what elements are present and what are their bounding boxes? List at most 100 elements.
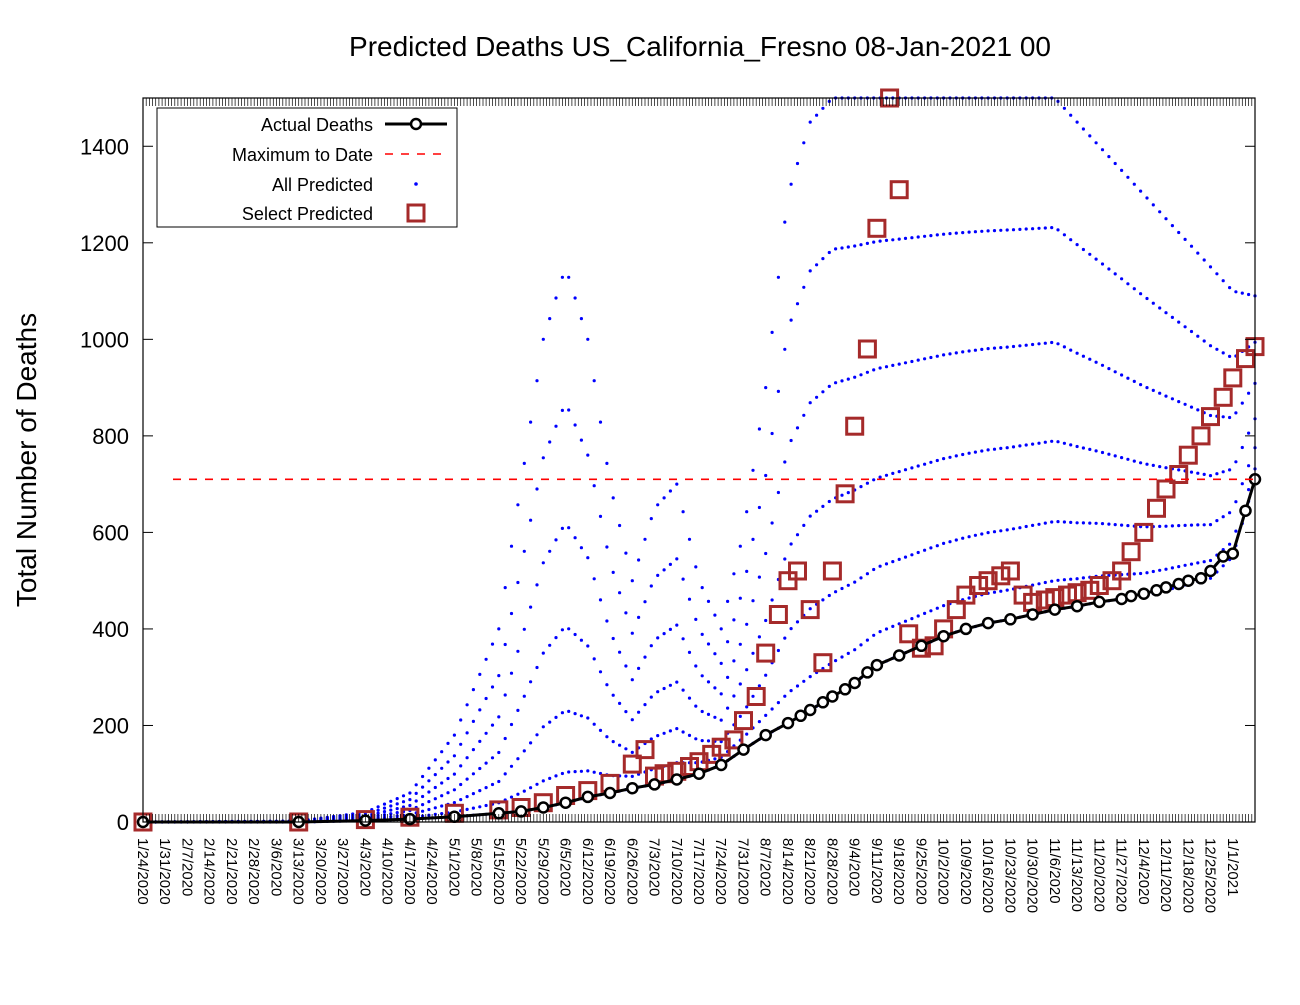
all-predicted-point — [1100, 363, 1105, 367]
all-predicted-point — [878, 630, 882, 634]
all-predicted-point — [529, 518, 533, 522]
x-tick-label: 9/4/2020 — [846, 838, 863, 896]
all-predicted-point — [516, 792, 520, 796]
all-predicted-point — [783, 220, 787, 224]
all-predicted-point — [1145, 296, 1149, 301]
x-tick-label: 5/22/2020 — [512, 838, 529, 905]
all-predicted-point — [611, 570, 615, 575]
all-predicted-point — [1247, 488, 1251, 492]
all-predicted-point — [1215, 272, 1219, 276]
actual-deaths-point — [759, 728, 772, 742]
all-predicted-point — [1081, 247, 1085, 252]
all-predicted-point — [630, 678, 634, 682]
x-tick-label: 11/20/2020 — [1090, 838, 1107, 912]
all-predicted-point — [382, 806, 387, 810]
actual-deaths-point — [1182, 574, 1195, 587]
all-predicted-point — [497, 715, 501, 719]
all-predicted-point — [1081, 127, 1085, 131]
all-predicted-point — [643, 600, 647, 604]
all-predicted-point — [878, 239, 882, 243]
all-predicted-point — [1062, 441, 1066, 445]
all-predicted-point — [897, 362, 901, 366]
all-predicted-point — [827, 499, 831, 504]
all-predicted-point — [605, 735, 609, 739]
all-predicted-point — [834, 381, 838, 385]
all-predicted-point — [802, 413, 806, 417]
select-predicted-point — [1201, 407, 1220, 427]
x-tick-label: 11/27/2020 — [1113, 838, 1130, 912]
all-predicted-point — [1075, 577, 1079, 581]
all-predicted-point — [789, 627, 793, 631]
all-predicted-point — [541, 561, 545, 565]
all-predicted-point — [541, 779, 545, 783]
all-predicted-point — [935, 233, 939, 237]
all-predicted-point — [1043, 521, 1047, 525]
all-predicted-point — [1107, 367, 1111, 371]
all-predicted-point — [668, 489, 673, 493]
all-predicted-point — [961, 536, 965, 540]
all-predicted-point — [509, 795, 514, 799]
all-predicted-point — [783, 636, 787, 640]
all-predicted-point — [1177, 400, 1181, 404]
all-predicted-point — [745, 668, 749, 672]
select-predicted-point — [1191, 426, 1211, 446]
all-predicted-point — [433, 773, 437, 777]
all-predicted-point — [567, 627, 571, 631]
all-predicted-point — [548, 776, 552, 781]
all-predicted-point — [719, 740, 723, 744]
all-predicted-point — [376, 811, 380, 815]
all-predicted-point — [1208, 265, 1213, 269]
all-predicted-point — [446, 776, 450, 781]
all-predicted-point — [1043, 440, 1047, 444]
all-predicted-point — [1107, 267, 1111, 271]
actual-deaths-series — [136, 473, 1262, 829]
all-predicted-point — [1081, 354, 1085, 358]
actual-deaths-point — [692, 767, 706, 780]
all-predicted-point — [1050, 579, 1054, 583]
all-predicted-point — [776, 648, 781, 653]
all-predicted-point — [1107, 522, 1111, 526]
all-predicted-point — [1024, 227, 1028, 231]
all-predicted-point — [980, 229, 984, 233]
all-predicted-point — [846, 245, 850, 249]
all-predicted-point — [1062, 106, 1066, 110]
all-predicted-point — [541, 651, 545, 655]
all-predicted-point — [973, 348, 978, 352]
all-predicted-point — [745, 732, 749, 736]
select-predicted-point — [1156, 479, 1176, 499]
all-predicted-point — [738, 714, 742, 719]
all-predicted-point — [903, 236, 908, 240]
all-predicted-point — [421, 794, 425, 799]
all-predicted-point — [1151, 203, 1155, 207]
y-tick-label: 800 — [92, 424, 129, 449]
x-tick-label: 5/15/2020 — [490, 838, 507, 905]
all-predicted-point — [1037, 226, 1041, 230]
all-predicted-point — [452, 754, 456, 758]
all-predicted-point — [770, 598, 774, 602]
all-predicted-point — [586, 769, 590, 773]
x-tick-label: 7/24/2020 — [712, 838, 729, 905]
all-predicted-point — [681, 637, 685, 641]
all-predicted-point — [490, 642, 495, 646]
all-predicted-point — [815, 395, 819, 399]
x-tick-label: 10/2/2020 — [935, 838, 952, 905]
all-predicted-point — [853, 244, 857, 248]
all-predicted-point — [567, 408, 571, 412]
all-predicted-point — [1113, 370, 1117, 374]
all-predicted-point — [795, 684, 800, 688]
all-predicted-point — [548, 720, 552, 724]
all-predicted-point — [541, 456, 545, 460]
all-predicted-point — [961, 350, 965, 354]
all-predicted-point — [1170, 224, 1174, 228]
all-predicted-point — [687, 597, 692, 601]
all-predicted-point — [1018, 344, 1022, 348]
all-predicted-point — [1005, 345, 1009, 349]
x-tick-label: 7/10/2020 — [668, 838, 685, 905]
all-predicted-point — [891, 363, 895, 367]
all-predicted-point — [630, 579, 634, 583]
all-predicted-point — [726, 599, 730, 604]
all-predicted-point — [1228, 511, 1232, 515]
all-predicted-point — [529, 680, 533, 684]
all-predicted-point — [586, 453, 590, 457]
